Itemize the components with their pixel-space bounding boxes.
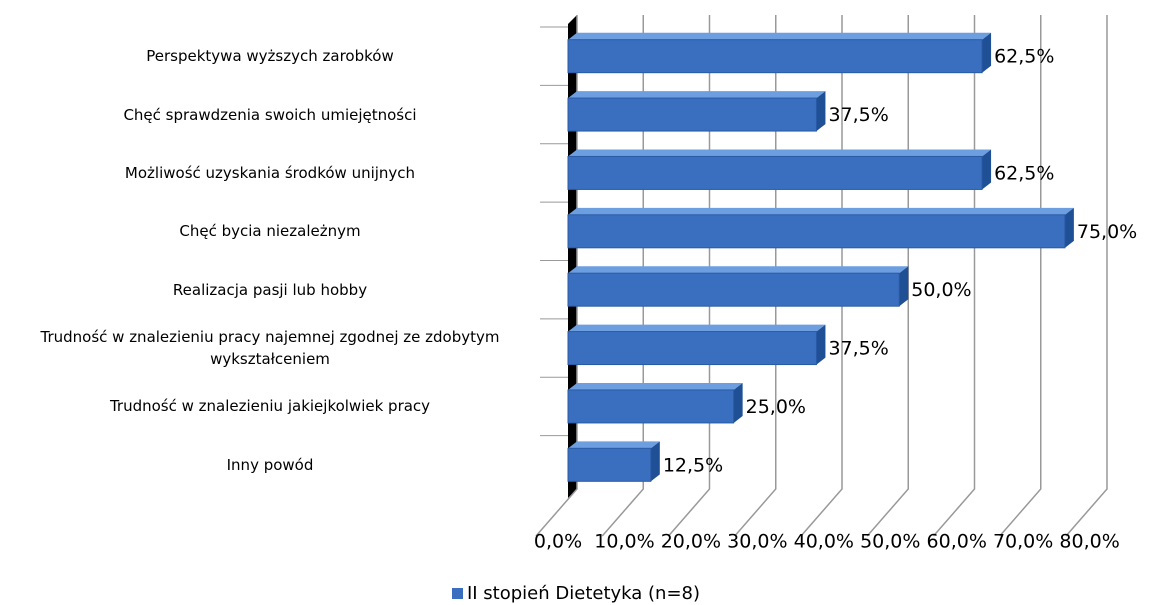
value-label: 37,5%: [828, 338, 888, 360]
bar-top: [568, 441, 660, 449]
bar-end: [816, 91, 826, 132]
bar-end: [816, 324, 826, 365]
value-label: 12,5%: [663, 454, 723, 476]
bar-top: [568, 32, 992, 40]
bar-end: [650, 441, 660, 482]
bar-top: [568, 324, 826, 332]
bar-end: [982, 32, 992, 73]
bar: [567, 272, 900, 307]
bar-end: [733, 382, 743, 423]
bar: [567, 97, 817, 132]
bar-end: [899, 266, 909, 307]
y-tick-label: Chęć sprawdzenia swoich umiejętności: [123, 105, 417, 124]
bar: [567, 214, 1066, 249]
y-tick-label: Inny powód: [226, 455, 314, 474]
x-tick-label: 40,0%: [794, 531, 854, 553]
bar-top: [568, 149, 992, 157]
value-label: 37,5%: [828, 104, 888, 126]
value-label: 50,0%: [911, 279, 971, 301]
grid-line: [1065, 15, 1108, 537]
x-tick-label: 20,0%: [661, 531, 721, 553]
x-tick-label: 10,0%: [594, 531, 654, 553]
bar-top: [568, 91, 826, 99]
x-tick-label: 0,0%: [534, 531, 582, 553]
legend-swatch: [451, 588, 463, 599]
x-tick-label: 30,0%: [727, 531, 787, 553]
y-tick-label: Trudność w znalezieniu pracy najemnej zg…: [40, 328, 500, 369]
value-label: 25,0%: [746, 396, 806, 418]
y-tick-label: Możliwość uzyskania środków unijnych: [124, 163, 416, 182]
bar: [567, 447, 652, 482]
x-tick-label: 60,0%: [927, 531, 987, 553]
bar: [567, 39, 983, 74]
grid-line: [932, 15, 976, 537]
x-tick-label: 50,0%: [860, 531, 920, 553]
value-label: 75,0%: [1077, 221, 1137, 243]
y-tick-label: Chęć bycia niezależnym: [179, 222, 361, 241]
y-tick-label: Realizacja pasji lub hobby: [172, 280, 368, 299]
grid-line: [999, 15, 1042, 537]
value-label: 62,5%: [994, 46, 1054, 68]
y-tick-label: Perspektywa wyższych zarobków: [146, 47, 394, 66]
legend: II stopień Dietetyka (n=8): [0, 583, 1152, 604]
left-wall: [568, 15, 577, 498]
y-tick-label: Trudność w znalezieniu jakiejkolwiek pra…: [109, 397, 431, 416]
bar-end: [1064, 207, 1074, 248]
bar-top: [568, 266, 909, 274]
bar-top: [568, 382, 743, 390]
bar: [567, 331, 817, 366]
bar-end: [982, 149, 992, 190]
legend-label: II stopień Dietetyka (n=8): [466, 583, 701, 604]
bar-top: [568, 207, 1074, 215]
x-tick-label: 70,0%: [993, 531, 1053, 553]
bar: [567, 155, 983, 190]
value-label: 62,5%: [994, 162, 1054, 184]
x-tick-label: 80,0%: [1059, 531, 1119, 553]
bar: [567, 389, 735, 424]
